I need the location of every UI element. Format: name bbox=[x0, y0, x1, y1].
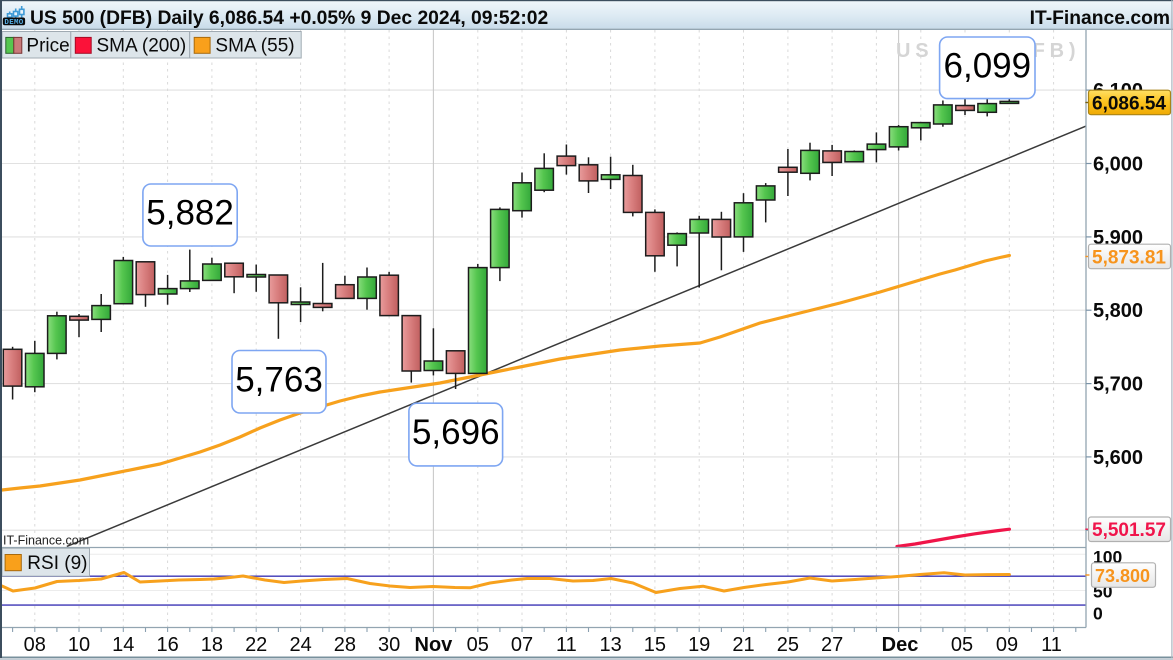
svg-text:SMA (55): SMA (55) bbox=[215, 36, 294, 57]
svg-text:Price: Price bbox=[26, 36, 69, 57]
svg-text:15: 15 bbox=[644, 634, 666, 656]
svg-text:IT-Finance.com: IT-Finance.com bbox=[1030, 8, 1170, 29]
svg-text:5,696: 5,696 bbox=[412, 413, 500, 452]
svg-text:14: 14 bbox=[112, 634, 134, 656]
svg-text:Nov: Nov bbox=[415, 634, 454, 656]
svg-text:10: 10 bbox=[68, 634, 90, 656]
svg-text:5,600: 5,600 bbox=[1093, 447, 1143, 469]
svg-text:07: 07 bbox=[511, 634, 533, 656]
svg-text:13: 13 bbox=[599, 634, 621, 656]
svg-text:5,882: 5,882 bbox=[146, 194, 234, 233]
svg-text:09: 09 bbox=[996, 634, 1018, 656]
svg-text:18: 18 bbox=[201, 634, 223, 656]
svg-text:IT-Finance.com: IT-Finance.com bbox=[3, 534, 89, 548]
svg-text:6,086.54: 6,086.54 bbox=[1092, 94, 1166, 115]
svg-text:Dec: Dec bbox=[882, 634, 919, 656]
svg-text:27: 27 bbox=[821, 634, 843, 656]
svg-text:5,763: 5,763 bbox=[235, 360, 323, 399]
svg-text:5,501.57: 5,501.57 bbox=[1092, 520, 1166, 541]
svg-text:RSI (9): RSI (9) bbox=[27, 553, 87, 574]
svg-text:24: 24 bbox=[289, 634, 311, 656]
svg-text:11: 11 bbox=[556, 634, 577, 656]
svg-text:SMA (200): SMA (200) bbox=[97, 36, 187, 57]
svg-text:05: 05 bbox=[467, 634, 489, 656]
svg-text:11: 11 bbox=[1041, 634, 1062, 656]
svg-text:25: 25 bbox=[777, 634, 799, 656]
svg-text:0: 0 bbox=[1093, 604, 1103, 624]
svg-text:08: 08 bbox=[24, 634, 46, 656]
svg-text:5,800: 5,800 bbox=[1093, 300, 1143, 322]
svg-text:21: 21 bbox=[732, 634, 754, 656]
svg-text:6,099: 6,099 bbox=[944, 47, 1032, 86]
svg-text:16: 16 bbox=[156, 634, 178, 656]
svg-text:05: 05 bbox=[951, 634, 973, 656]
svg-text:US 500 (DFB) Daily 6,086.54 +0: US 500 (DFB) Daily 6,086.54 +0.05% 9 Dec… bbox=[30, 8, 548, 29]
svg-text:73.800: 73.800 bbox=[1095, 566, 1150, 586]
svg-text:5,873.81: 5,873.81 bbox=[1092, 248, 1166, 269]
svg-text:28: 28 bbox=[334, 634, 356, 656]
svg-text:30: 30 bbox=[378, 634, 400, 656]
svg-text:22: 22 bbox=[245, 634, 267, 656]
svg-text:19: 19 bbox=[688, 634, 710, 656]
svg-text:5,700: 5,700 bbox=[1093, 374, 1143, 396]
svg-text:5,900: 5,900 bbox=[1093, 227, 1143, 249]
svg-text:DEMO: DEMO bbox=[4, 19, 23, 27]
svg-text:100: 100 bbox=[1093, 547, 1122, 567]
svg-text:6,000: 6,000 bbox=[1093, 154, 1143, 176]
